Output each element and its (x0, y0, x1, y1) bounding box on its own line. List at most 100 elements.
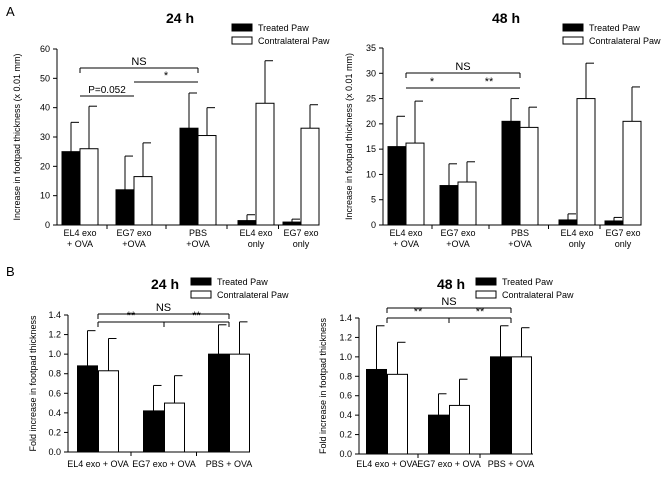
y-tick-label: 0.0 (339, 449, 352, 459)
contralateral-bar-0 (79, 148, 99, 226)
legend-swatch-contralateral (231, 36, 253, 45)
legend-swatch-contralateral (562, 36, 584, 45)
category-label-1: EG7 exo + OVA (417, 459, 481, 469)
category-label-3: only (569, 239, 586, 249)
y-tick-label: 0.8 (48, 369, 61, 379)
category-label-4: only (615, 239, 632, 249)
panel-label-b: B (6, 264, 15, 279)
y-tick-label: 0.4 (48, 408, 61, 418)
y-axis-label: Increase in footpad thickness (x 0.01 mm… (12, 53, 22, 220)
y-tick-label: 1.2 (339, 332, 352, 342)
category-label-1: +OVA (446, 239, 470, 249)
y-tick-label: 50 (40, 73, 50, 83)
contralateral-bar-3 (576, 98, 596, 226)
legend-swatch-treated (475, 277, 497, 286)
y-tick-label: 0.8 (339, 371, 352, 381)
significance-label: P=0.052 (88, 85, 126, 96)
treated-bar-4 (282, 221, 302, 226)
y-tick-label: 0.0 (48, 447, 61, 457)
treated-bar-2 (501, 120, 521, 226)
contralateral-bar-2 (519, 126, 539, 226)
significance-label: NS (131, 56, 146, 68)
significance-label: ** (485, 76, 494, 88)
y-tick-label: 1.4 (48, 310, 61, 320)
contralateral-bar-2 (229, 353, 250, 453)
chart-title: 24 h (166, 10, 194, 26)
chart-title: 48 h (437, 276, 465, 292)
category-label-3: EL4 exo (239, 228, 272, 238)
y-axis-label: Increase in footpad thickness (x 0.01 mm… (344, 53, 354, 220)
legend-label-treated: Treated Paw (217, 277, 268, 287)
category-label-2: PBS (511, 228, 529, 238)
treated-bar-0 (387, 146, 407, 226)
contralateral-bar-0 (98, 370, 119, 453)
chart-a-48h: 48 h Increase in footpad thickness (x 0.0… (344, 10, 661, 249)
y-tick-label: 0.2 (339, 430, 352, 440)
category-label-2: PBS + OVA (206, 459, 253, 469)
category-label-4: EG7 exo (283, 228, 318, 238)
chart-b-24h: 24 h Fold increase in footpad thickness 0.… (28, 276, 289, 469)
y-tick-label: 0.2 (48, 427, 61, 437)
category-label-4: EG7 exo (605, 228, 640, 238)
legend-swatch-treated (190, 277, 212, 286)
significance-label: ** (414, 306, 423, 318)
y-tick-label: 20 (40, 161, 50, 171)
y-tick-label: 20 (366, 119, 376, 129)
y-tick-label: 1.0 (48, 349, 61, 359)
treated-bar-2 (208, 353, 229, 453)
treated-bar-0 (366, 368, 387, 455)
y-tick-label: 1.2 (48, 330, 61, 340)
category-label-1: EG7 exo + OVA (132, 459, 196, 469)
panel-label-a: A (6, 4, 15, 19)
y-tick-label: 5 (371, 195, 376, 205)
category-label-1: EG7 exo (440, 228, 475, 238)
category-label-0: EL4 exo + OVA (356, 459, 418, 469)
category-label-3: only (248, 239, 265, 249)
category-label-0: EL4 exo + OVA (67, 459, 129, 469)
category-label-1: +OVA (122, 239, 146, 249)
contralateral-bar-0 (387, 373, 408, 455)
treated-bar-1 (428, 414, 449, 455)
category-label-4: only (293, 239, 310, 249)
contralateral-bar-3 (255, 102, 275, 226)
contralateral-bar-2 (197, 135, 217, 226)
contralateral-bar-0 (405, 142, 425, 226)
contralateral-bar-2 (511, 356, 532, 455)
legend-swatch-treated (231, 23, 253, 32)
significance-label: * (430, 76, 435, 88)
legend-label-contralateral: Contralateral Paw (258, 36, 330, 46)
y-tick-label: 15 (366, 144, 376, 154)
treated-bar-1 (439, 185, 459, 226)
category-label-3: EL4 exo (560, 228, 593, 238)
y-tick-label: 30 (366, 68, 376, 78)
treated-bar-1 (115, 189, 135, 226)
treated-bar-0 (77, 365, 98, 453)
legend-swatch-contralateral (475, 290, 497, 299)
legend-label-contralateral: Contralateral Paw (589, 36, 661, 46)
contralateral-bar-1 (457, 181, 477, 226)
category-label-1: EG7 exo (116, 228, 151, 238)
chart-title: 48 h (492, 10, 520, 26)
treated-bar-3 (558, 219, 578, 226)
significance-label: * (164, 70, 169, 82)
contralateral-bar-4 (300, 127, 320, 226)
significance-label: NS (455, 61, 470, 73)
y-tick-label: 60 (40, 44, 50, 54)
contralateral-bar-1 (449, 404, 470, 455)
category-label-2: +OVA (186, 239, 210, 249)
legend-label-treated: Treated Paw (258, 23, 309, 33)
y-tick-label: 25 (366, 94, 376, 104)
category-label-0: EL4 exo (389, 228, 422, 238)
treated-bar-2 (490, 356, 511, 455)
legend-label-contralateral: Contralateral Paw (502, 290, 574, 300)
y-tick-label: 0.4 (339, 410, 352, 420)
y-tick-label: 0 (371, 220, 376, 230)
chart-b-48h: 48 h Fold increase in footpad thickness 0.… (318, 276, 574, 469)
y-tick-label: 0 (45, 220, 50, 230)
contralateral-bar-1 (133, 176, 153, 226)
contralateral-bar-4 (622, 120, 642, 226)
treated-bar-1 (143, 410, 164, 453)
category-label-0: + OVA (67, 239, 93, 249)
y-tick-label: 10 (40, 191, 50, 201)
